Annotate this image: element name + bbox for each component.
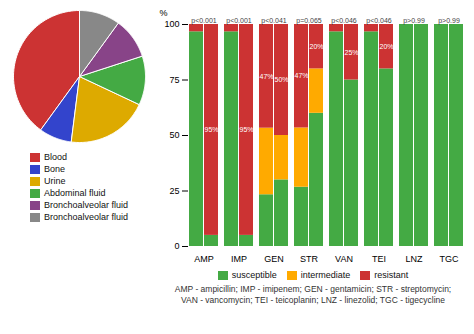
html-text:Blood: Blood [44, 152, 67, 162]
html-text:susceptible: susceptible [231, 270, 277, 280]
svg-text:p>0.99: p>0.99 [403, 17, 425, 25]
html-text:Bronchoalveolar fluid: Bronchoalveolar fluid [44, 212, 128, 222]
html-text:Urine: Urine [44, 176, 66, 186]
html-text:Bone: Bone [44, 164, 65, 174]
svg-text:%: % [160, 8, 168, 18]
svg-text:100: 100 [164, 19, 179, 29]
svg-text:TGC: TGC [440, 254, 459, 264]
svg-text:20%: 20% [379, 43, 393, 50]
svg-text:p<0.001: p<0.001 [191, 17, 217, 25]
html-text:AMP - ampicillin; IMP - imipen: AMP - ampicillin; IMP - imipenem; GEN - … [174, 284, 452, 305]
svg-text:p<0.046: p<0.046 [366, 17, 392, 25]
svg-text:IMP: IMP [231, 254, 247, 264]
svg-text:AMP: AMP [194, 254, 214, 264]
svg-text:95%: 95% [239, 126, 253, 133]
svg-text:0: 0 [174, 241, 179, 251]
svg-text:LNZ: LNZ [405, 254, 423, 264]
html-text:intermediate: intermediate [300, 270, 351, 280]
svg-text:VAN: VAN [335, 254, 353, 264]
svg-text:p=0.065: p=0.065 [296, 17, 322, 25]
svg-text:STR: STR [300, 254, 319, 264]
svg-text:50%: 50% [274, 76, 288, 83]
svg-text:47%: 47% [259, 73, 273, 80]
html-text:resistant: resistant [374, 270, 409, 280]
svg-text:75: 75 [169, 75, 179, 85]
svg-text:GEN: GEN [264, 254, 284, 264]
svg-text:TEI: TEI [372, 254, 386, 264]
svg-text:p>0.99: p>0.99 [438, 17, 460, 25]
svg-text:25%: 25% [344, 48, 358, 55]
svg-text:p<0.046: p<0.046 [331, 17, 357, 25]
svg-text:20%: 20% [309, 43, 323, 50]
svg-text:p<0.001: p<0.001 [226, 17, 252, 25]
svg-text:47%: 47% [294, 72, 308, 79]
html-text:Abdominal fluid: Abdominal fluid [44, 188, 106, 198]
svg-text:50: 50 [169, 130, 179, 140]
svg-text:p<0.041: p<0.041 [261, 17, 287, 25]
html-text:Bronchoalveolar fluid: Bronchoalveolar fluid [44, 200, 128, 210]
svg-text:95%: 95% [204, 126, 218, 133]
svg-text:25: 25 [169, 186, 179, 196]
